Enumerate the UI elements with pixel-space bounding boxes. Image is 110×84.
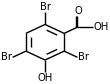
- Text: O: O: [74, 6, 82, 16]
- Text: Br: Br: [39, 2, 50, 12]
- Text: Br: Br: [1, 52, 12, 62]
- Text: OH: OH: [37, 73, 53, 83]
- Text: OH: OH: [94, 22, 109, 32]
- Text: Br: Br: [78, 52, 89, 62]
